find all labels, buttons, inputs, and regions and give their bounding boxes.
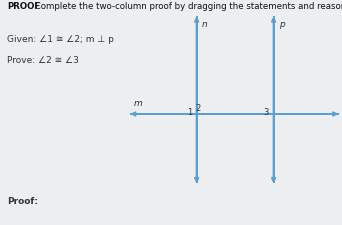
Text: m: m [133, 99, 142, 108]
Text: Proof:: Proof: [7, 196, 38, 205]
Text: 2: 2 [195, 104, 200, 113]
Text: Given: ∠1 ≅ ∠2; m ⊥ p: Given: ∠1 ≅ ∠2; m ⊥ p [7, 35, 114, 43]
Text: Complete the two-column proof by dragging the statements and reasons.: Complete the two-column proof by draggin… [32, 2, 342, 11]
Text: Prove: ∠2 ≅ ∠3: Prove: ∠2 ≅ ∠3 [7, 56, 79, 65]
Text: 3: 3 [263, 108, 268, 117]
Text: p: p [279, 19, 285, 28]
Text: n: n [202, 19, 208, 28]
Text: PROOF: PROOF [7, 2, 40, 11]
Text: 1: 1 [187, 108, 193, 117]
